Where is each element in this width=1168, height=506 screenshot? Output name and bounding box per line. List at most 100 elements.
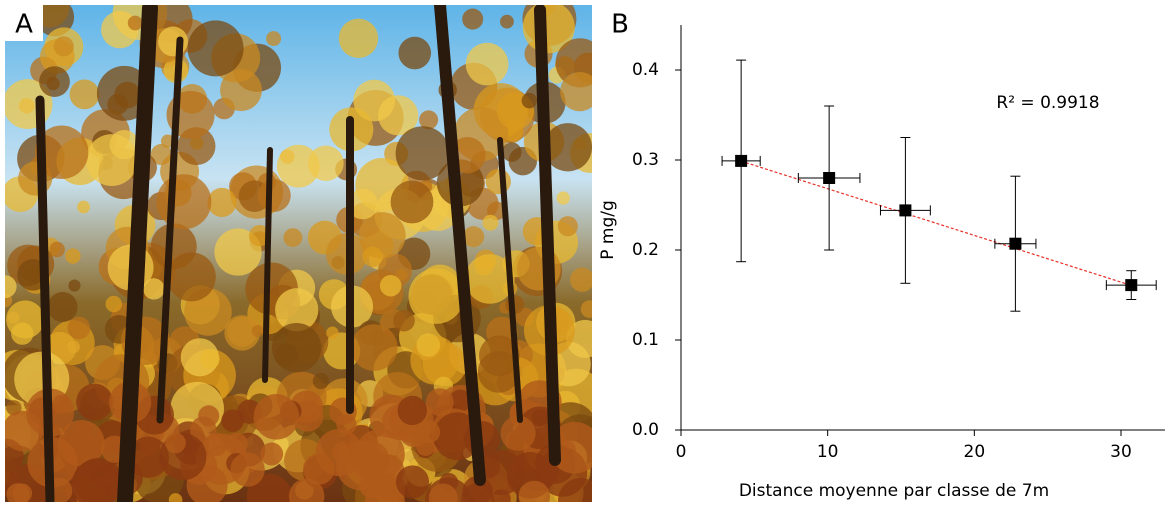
fern [76,383,114,421]
tree-trunk [262,147,273,383]
y-tick-label: 0.2 [632,240,659,260]
y-tick-label: 0.1 [632,330,659,350]
foliage [214,228,262,276]
foliage [580,300,592,318]
tree-trunk [35,95,55,502]
foliage [156,174,212,230]
foliage [187,20,244,77]
foliage [482,214,499,231]
fern [518,480,551,502]
foliage [502,142,522,162]
foliage [85,134,138,186]
foliage [5,275,17,299]
foliage [465,42,509,86]
foliage [379,274,402,297]
point [1009,237,1022,250]
foliage [500,14,514,29]
fern [260,442,284,466]
foliage [266,31,282,47]
foliage [462,8,484,30]
foliage [143,278,165,300]
foliage [347,188,378,220]
foliage [271,322,322,373]
foliage [248,224,271,247]
fern [417,420,441,444]
y-tick-label: 0.3 [632,150,659,170]
point [1125,279,1138,292]
foliage [416,333,441,357]
x-axis-label: Distance moyenne par classe de 7m [739,481,1049,501]
foliage [6,300,45,339]
fern [336,414,357,435]
fern [127,436,170,478]
fern [428,483,458,502]
fern [198,405,220,427]
foliage [47,292,78,323]
foliage [390,180,434,224]
trendline [740,160,1132,286]
foliage [49,241,65,258]
fern [52,394,71,414]
x-tick-label: 10 [817,442,839,462]
fern [315,429,363,477]
fern [230,452,265,487]
panel-label: A [15,10,33,40]
foliage [338,18,379,59]
forest-photo [5,5,592,502]
tree-trunk [497,137,523,423]
foliage [378,95,419,136]
x-tick-label: 30 [1110,442,1132,462]
fern [395,465,430,499]
fern [165,432,186,454]
fern [253,394,300,440]
point [899,204,912,217]
foliage [570,267,592,292]
foliage [283,228,303,248]
foliage [200,349,220,369]
foliage [166,252,216,302]
fern [491,489,511,502]
y-tick-label: 0.4 [632,60,659,80]
tree-trunk [434,5,486,486]
tree-trunk [156,36,184,424]
foliage [464,254,515,304]
foliage [395,126,450,181]
foliage [308,145,344,182]
fern [221,409,244,433]
fern [58,420,105,467]
foliage [53,36,74,57]
fern [461,483,495,502]
foliage [68,279,81,292]
foliage [521,92,538,109]
foliage [398,36,432,70]
y-axis-label: P mg/g [598,200,618,260]
fern [397,395,427,426]
foliage [224,315,260,351]
foliage [34,125,89,180]
foliage [207,187,237,217]
foliage [251,324,264,337]
foliage [312,372,329,390]
foliage [276,144,320,188]
foliage [543,123,592,172]
tree-trunk [117,5,158,502]
foliage [408,268,465,324]
foliage [158,26,188,57]
annotation: R² = 0.9918 [996,93,1099,113]
foliage [127,15,143,31]
fern [365,480,405,502]
point [735,154,748,167]
fern [12,483,33,502]
foliage [77,200,90,214]
foliage [419,110,439,130]
foliage [478,335,520,377]
foliage [275,288,319,332]
foliage [485,168,511,195]
foliage [393,309,415,332]
foliage [65,248,81,264]
y-tick-label: 0.0 [632,420,659,440]
fern [74,457,123,502]
foliage [560,72,592,112]
